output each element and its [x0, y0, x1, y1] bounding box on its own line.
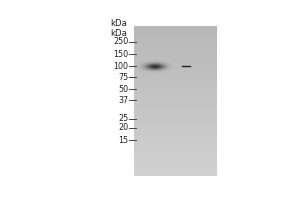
Text: 250: 250: [113, 37, 128, 46]
Text: 37: 37: [118, 96, 128, 105]
Text: 20: 20: [118, 123, 128, 132]
Text: 15: 15: [118, 136, 128, 145]
Text: 50: 50: [118, 85, 128, 94]
Text: 150: 150: [113, 50, 128, 59]
Text: kDa: kDa: [110, 20, 127, 28]
Text: 100: 100: [113, 62, 128, 71]
Text: kDa: kDa: [110, 29, 127, 38]
Text: 75: 75: [118, 73, 128, 82]
Text: 25: 25: [118, 114, 128, 123]
